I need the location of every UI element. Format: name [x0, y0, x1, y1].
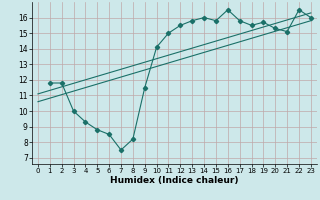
X-axis label: Humidex (Indice chaleur): Humidex (Indice chaleur)	[110, 176, 239, 185]
